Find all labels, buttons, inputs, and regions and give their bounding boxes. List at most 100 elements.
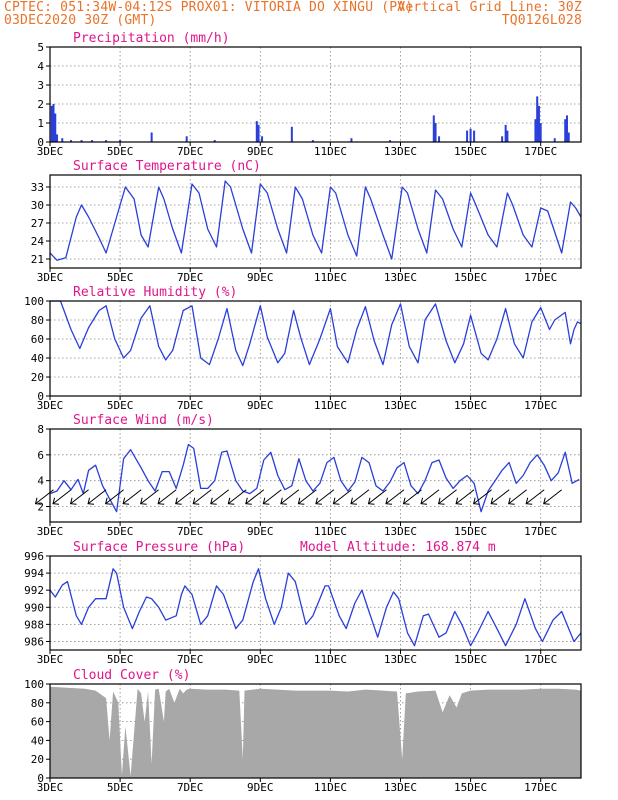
wind-arrow: [508, 489, 527, 505]
y-tick-label: 21: [31, 253, 44, 266]
y-tick-label: 40: [31, 734, 44, 747]
wind-arrow-head: [227, 497, 235, 505]
precip-bar: [469, 128, 472, 142]
precip-bar: [388, 140, 391, 142]
precip-bar: [261, 136, 264, 142]
y-tick-label: 60: [31, 333, 44, 346]
x-tick-label: 17DEC: [524, 653, 557, 666]
precip-bar: [70, 140, 73, 142]
wind-arrow: [420, 489, 440, 505]
wind-arrow: [368, 489, 387, 505]
wind-arrow-head: [543, 497, 550, 505]
y-tick-label: 40: [31, 352, 44, 365]
wind-arrow-head: [350, 497, 357, 505]
precip-bar: [257, 124, 260, 142]
x-tick-label: 15DEC: [454, 145, 487, 158]
x-tick-label: 11DEC: [314, 399, 347, 412]
wind-arrow-head: [175, 497, 182, 505]
wind-arrow: [35, 489, 54, 505]
wind-arrow-head: [87, 497, 95, 505]
y-tick-label: 33: [31, 181, 44, 194]
x-tick-label: 7DEC: [177, 145, 204, 158]
x-tick-label: 15DEC: [454, 399, 487, 412]
panel-annotation: Model Altitude: 168.874 m: [300, 540, 496, 555]
wind-arrow-head: [367, 497, 375, 505]
wind-arrow-head: [472, 497, 480, 505]
y-tick-label: 990: [24, 601, 44, 614]
x-tick-label: 3DEC: [37, 271, 64, 284]
y-tick-label: 994: [24, 567, 44, 580]
wind-arrow-head: [455, 497, 463, 505]
precip-bar: [185, 136, 188, 142]
x-tick-label: 15DEC: [454, 525, 487, 538]
precip-bar: [255, 121, 258, 142]
x-tick-label: 5DEC: [107, 781, 134, 794]
panel-title: Precipitation (mm/h): [73, 31, 230, 46]
precip-bar: [501, 136, 504, 142]
x-tick-label: 5DEC: [107, 399, 134, 412]
panel-title: Surface Pressure (hPa): [73, 540, 245, 555]
wind-arrow-head: [122, 497, 130, 505]
precip-bar: [567, 132, 570, 142]
y-tick-label: 992: [24, 584, 44, 597]
wind-arrow-head: [490, 497, 498, 505]
precip-bar: [52, 104, 55, 142]
y-tick-label: 1: [37, 117, 44, 130]
header-grid-note: Vertical Grid Line: 30Z: [397, 0, 582, 15]
x-tick-label: 11DEC: [314, 525, 347, 538]
wind-arrow-head: [140, 497, 147, 505]
wind-arrow: [438, 489, 457, 505]
panel-frame: [49, 555, 582, 651]
panel-frame: [49, 174, 582, 269]
y-tick-label: 100: [24, 295, 44, 308]
x-tick-label: 11DEC: [314, 653, 347, 666]
wind-arrow-head: [69, 497, 77, 505]
precip-bar: [80, 140, 83, 142]
x-tick-label: 9DEC: [247, 271, 274, 284]
wind-arrow-head: [157, 497, 165, 505]
precip-bar: [434, 123, 437, 142]
precip-bar: [506, 130, 509, 142]
wind-arrow: [280, 489, 300, 505]
precip-bar: [54, 113, 57, 142]
series-line: [49, 443, 580, 513]
y-tick-label: 60: [31, 716, 44, 729]
y-tick-label: 20: [31, 371, 44, 384]
wind-arrow-head: [210, 497, 217, 505]
wind-arrow-head: [332, 497, 340, 505]
wind-arrow-head: [315, 497, 322, 505]
wind-arrow: [105, 489, 124, 505]
y-tick-label: 80: [31, 697, 44, 710]
y-tick-label: 3: [37, 79, 44, 92]
wind-arrow: [490, 489, 510, 505]
y-tick-label: 27: [31, 217, 44, 230]
precip-bar: [438, 136, 441, 142]
precip-bar: [213, 140, 216, 142]
x-tick-label: 9DEC: [247, 653, 274, 666]
precip-bar: [50, 105, 53, 142]
y-tick-label: 100: [24, 678, 44, 691]
precip-bar: [537, 105, 540, 142]
wind-arrow: [403, 489, 422, 505]
wind-arrow: [192, 489, 212, 505]
x-tick-label: 13DEC: [384, 781, 417, 794]
wind-arrow-head: [262, 497, 270, 505]
panel-frame: [49, 46, 582, 143]
wind-arrow: [455, 489, 475, 505]
precip-bar: [350, 138, 353, 142]
precip-bar: [290, 126, 293, 142]
y-tick-label: 996: [24, 550, 44, 563]
wind-arrow: [175, 489, 195, 505]
x-tick-label: 15DEC: [454, 271, 487, 284]
panel-title: Relative Humidity (%): [73, 285, 237, 300]
x-tick-label: 3DEC: [37, 399, 64, 412]
x-tick-label: 13DEC: [384, 145, 417, 158]
x-tick-label: 7DEC: [177, 525, 204, 538]
panel-title: Surface Temperature (nC): [73, 159, 261, 174]
precip-bar: [311, 140, 314, 142]
x-tick-label: 11DEC: [314, 271, 347, 284]
x-tick-label: 13DEC: [384, 271, 417, 284]
wind-arrow: [210, 489, 230, 505]
precip-bar: [534, 119, 537, 142]
x-tick-label: 17DEC: [524, 525, 557, 538]
